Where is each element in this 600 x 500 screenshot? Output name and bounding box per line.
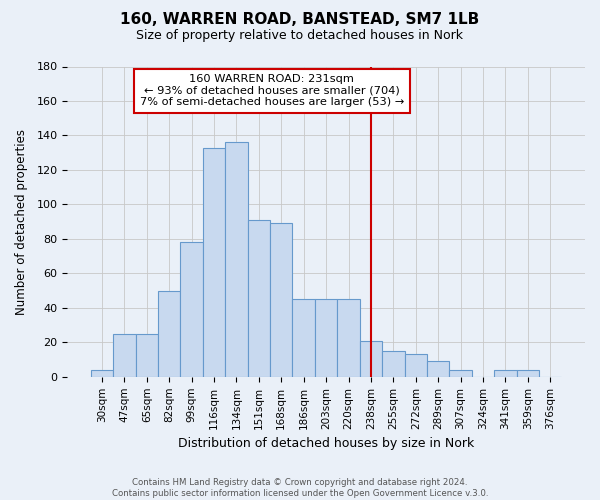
Bar: [225, 142, 248, 377]
Bar: [360, 340, 382, 377]
Text: 160, WARREN ROAD, BANSTEAD, SM7 1LB: 160, WARREN ROAD, BANSTEAD, SM7 1LB: [121, 12, 479, 28]
Bar: [270, 224, 292, 377]
Bar: [113, 334, 136, 377]
Bar: [337, 299, 360, 377]
Bar: [292, 299, 315, 377]
Bar: [203, 148, 225, 377]
Text: 160 WARREN ROAD: 231sqm
← 93% of detached houses are smaller (704)
7% of semi-de: 160 WARREN ROAD: 231sqm ← 93% of detache…: [140, 74, 404, 108]
Bar: [427, 362, 449, 377]
Bar: [494, 370, 517, 377]
X-axis label: Distribution of detached houses by size in Nork: Distribution of detached houses by size …: [178, 437, 474, 450]
Bar: [404, 354, 427, 377]
Bar: [315, 299, 337, 377]
Bar: [449, 370, 472, 377]
Bar: [158, 290, 181, 377]
Text: Contains HM Land Registry data © Crown copyright and database right 2024.
Contai: Contains HM Land Registry data © Crown c…: [112, 478, 488, 498]
Bar: [382, 351, 404, 377]
Bar: [136, 334, 158, 377]
Text: Size of property relative to detached houses in Nork: Size of property relative to detached ho…: [137, 29, 464, 42]
Bar: [91, 370, 113, 377]
Bar: [517, 370, 539, 377]
Bar: [181, 242, 203, 377]
Y-axis label: Number of detached properties: Number of detached properties: [15, 128, 28, 314]
Bar: [248, 220, 270, 377]
